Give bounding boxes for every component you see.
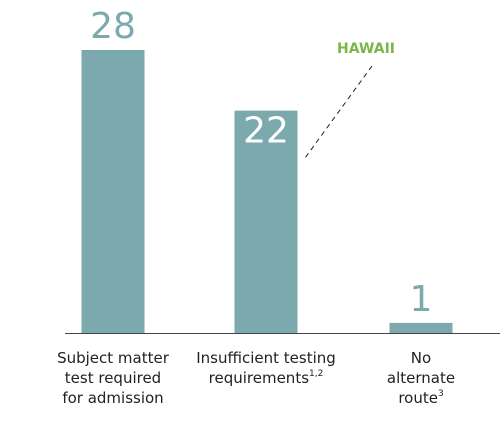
annotation: HAWAII	[337, 41, 395, 57]
category-text: Subject matter test required for admissi…	[57, 349, 169, 407]
value-label: 22	[243, 111, 289, 152]
x-tick-label: Insufficient testing requirements1,2	[196, 348, 336, 388]
footnote-ref: 1,2	[309, 369, 324, 379]
x-tick-label: Subject matter test required for admissi…	[53, 348, 173, 408]
footnote-ref: 3	[437, 389, 444, 399]
value-label: 28	[90, 6, 136, 47]
category-text: No alternate route	[386, 349, 456, 407]
bar	[81, 50, 145, 333]
annotation-leader	[304, 65, 373, 159]
value-label: 1	[410, 279, 433, 320]
x-tick-label: No alternate route3	[376, 348, 466, 408]
category-text: Insufficient testing requirements	[196, 349, 336, 387]
bar	[234, 110, 298, 334]
bar	[389, 322, 453, 333]
